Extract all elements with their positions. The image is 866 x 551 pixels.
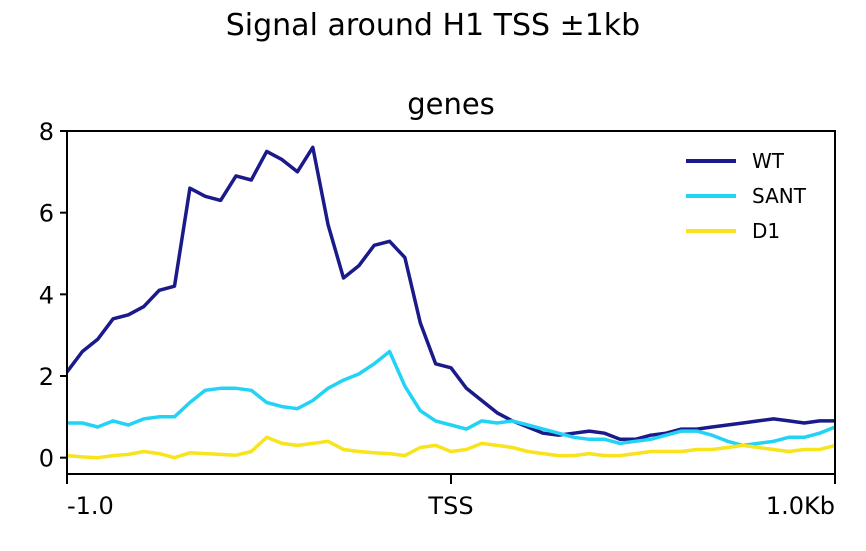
x-tick-label: TSS (427, 492, 473, 520)
figure-suptitle: Signal around H1 TSS ±1kb (225, 8, 641, 43)
legend-label-wt: WT (752, 149, 785, 173)
x-tick-label: -1.0 (67, 492, 114, 520)
y-tick-label: 0 (39, 445, 54, 473)
x-tick-label: 1.0Kb (766, 492, 835, 520)
legend-label-d1: D1 (752, 219, 780, 243)
chart-title: genes (407, 87, 495, 121)
y-tick-label: 8 (39, 118, 54, 146)
plot-frame (66, 130, 836, 475)
y-tick-label: 2 (39, 363, 54, 391)
x-axis: -1.0 TSS 1.0Kb (66, 474, 836, 520)
legend-label-sant: SANT (752, 184, 807, 208)
y-tick-label: 6 (39, 200, 54, 228)
series-line-wt (65, 145, 835, 442)
legend: WT SANT D1 (686, 149, 807, 243)
y-axis: 0 2 4 6 8 (39, 118, 67, 473)
series-line-sant (67, 349, 836, 448)
series-layer (65, 145, 836, 460)
y-tick-label: 4 (39, 281, 54, 309)
series-line-d1 (66, 435, 836, 460)
